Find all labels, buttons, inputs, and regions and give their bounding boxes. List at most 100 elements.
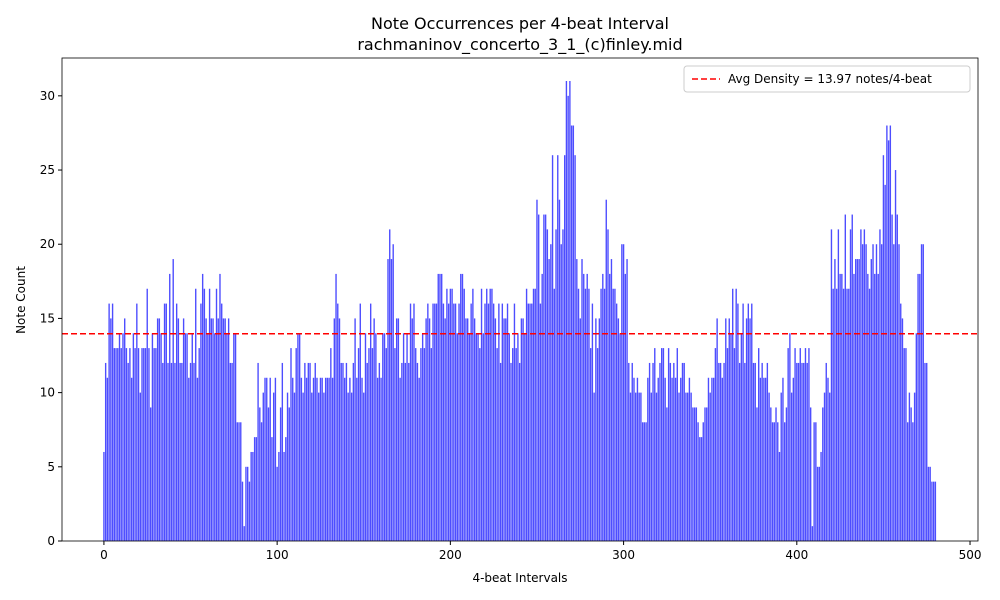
bar <box>758 348 760 541</box>
bar <box>896 214 898 541</box>
bar <box>536 199 538 542</box>
bar <box>227 318 230 541</box>
bar <box>783 422 786 541</box>
bar <box>766 362 769 541</box>
bar <box>579 318 581 541</box>
bar <box>473 318 476 541</box>
bar <box>583 273 585 541</box>
bar <box>686 392 689 541</box>
x-axis-label: 4-beat Intervals <box>472 571 567 585</box>
bar <box>681 362 684 541</box>
bar <box>404 362 407 541</box>
bar <box>522 318 524 541</box>
bar <box>480 288 483 541</box>
bar <box>622 244 625 541</box>
bar <box>719 362 722 541</box>
bar <box>600 288 602 541</box>
bar <box>401 362 403 541</box>
bar <box>609 273 611 541</box>
bar <box>543 214 545 541</box>
bar <box>789 333 791 541</box>
bar <box>210 318 213 541</box>
bar <box>676 348 678 541</box>
bar <box>683 362 685 541</box>
bar <box>835 288 838 541</box>
bar <box>912 422 914 541</box>
bar <box>707 377 710 541</box>
bar <box>411 318 413 541</box>
bar <box>344 377 346 541</box>
bar <box>813 422 815 541</box>
bar <box>612 288 614 541</box>
bar <box>868 288 871 541</box>
bar <box>780 392 782 541</box>
bar <box>513 303 516 541</box>
bar <box>893 244 895 541</box>
bar <box>290 348 292 541</box>
bar <box>544 214 547 541</box>
bar <box>712 377 715 541</box>
bar <box>702 422 704 541</box>
bar <box>891 214 893 541</box>
bar <box>163 303 166 541</box>
bar <box>328 377 330 541</box>
bar <box>763 377 765 541</box>
bar <box>787 348 789 541</box>
bar <box>636 377 639 541</box>
bar <box>127 362 129 541</box>
bar <box>136 303 138 541</box>
bar <box>241 481 244 541</box>
bar <box>243 526 245 541</box>
bar <box>281 362 284 541</box>
bar <box>584 288 587 541</box>
bar <box>667 348 670 541</box>
bar <box>129 348 131 541</box>
bar <box>699 437 701 541</box>
bar <box>364 333 367 541</box>
bar <box>347 392 349 541</box>
bar <box>175 303 178 541</box>
bar <box>803 362 805 541</box>
bar <box>510 362 512 541</box>
bar <box>324 377 327 541</box>
bar <box>508 333 510 541</box>
bar <box>300 377 303 541</box>
bar <box>723 362 725 541</box>
bar <box>652 362 654 541</box>
bar <box>122 333 124 541</box>
bar <box>844 214 847 541</box>
bar <box>861 244 864 541</box>
bar <box>856 259 859 541</box>
bar <box>475 333 478 541</box>
bar <box>338 318 341 541</box>
bar <box>432 303 434 541</box>
bar <box>395 318 398 541</box>
bar <box>501 303 504 541</box>
bar <box>193 362 195 541</box>
bar <box>851 214 853 541</box>
bar <box>319 377 322 541</box>
bar <box>489 288 491 541</box>
bar <box>777 422 779 541</box>
bar <box>742 303 744 541</box>
bar <box>466 318 469 541</box>
bar <box>738 362 741 541</box>
bar <box>929 466 931 541</box>
bar <box>872 244 874 541</box>
bar <box>458 303 460 541</box>
bar <box>468 333 471 541</box>
bar <box>331 377 334 541</box>
bar <box>186 333 188 541</box>
bar <box>690 392 692 541</box>
bar <box>361 377 363 541</box>
bar <box>823 392 826 541</box>
bar <box>465 318 467 541</box>
bar <box>198 348 200 541</box>
bar <box>491 288 493 541</box>
bar <box>184 333 187 541</box>
bar <box>752 362 755 541</box>
bar <box>870 259 872 541</box>
bar <box>283 451 285 541</box>
bar <box>842 288 845 541</box>
